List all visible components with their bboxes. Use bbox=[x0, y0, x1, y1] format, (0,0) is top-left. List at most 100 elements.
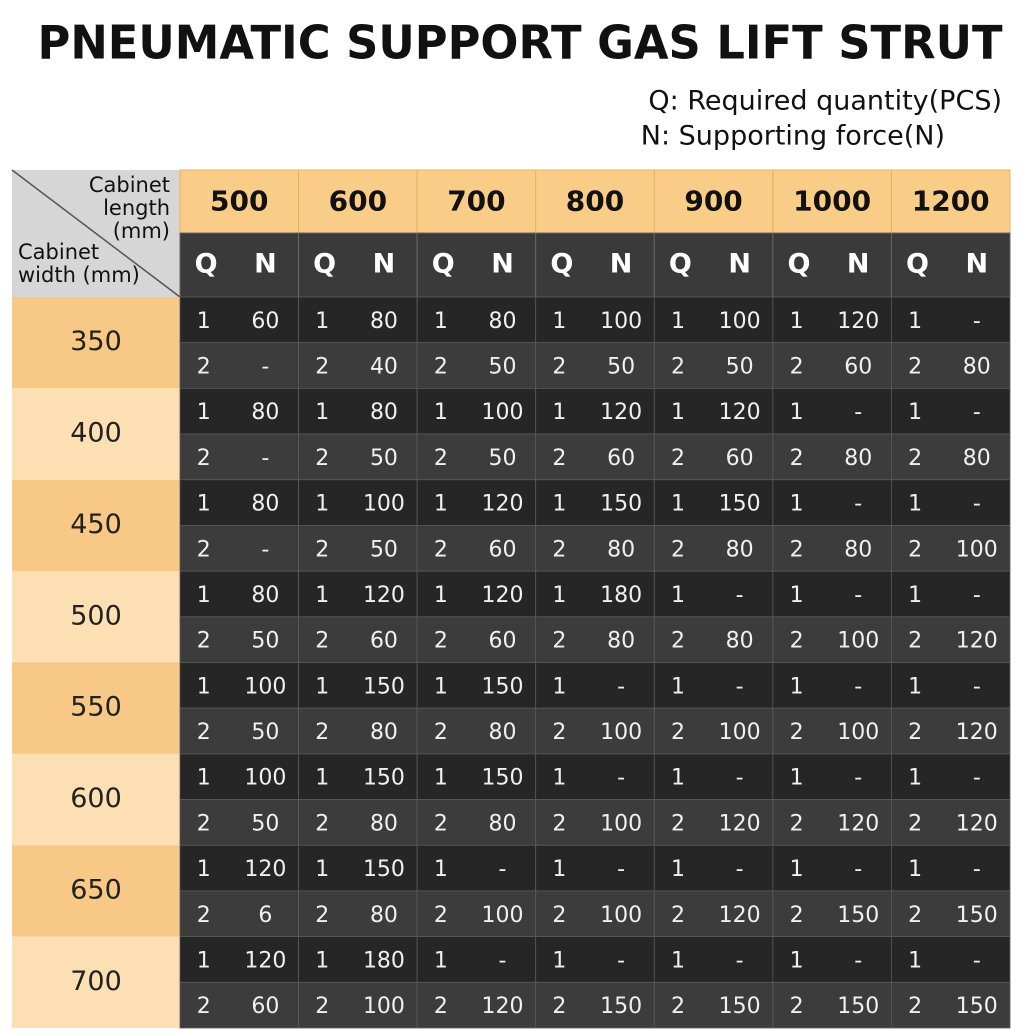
force-value: 120 bbox=[719, 811, 761, 836]
data-cell bbox=[535, 525, 655, 572]
quantity-value: 1 bbox=[315, 857, 329, 882]
corner-length-label: length bbox=[103, 196, 170, 220]
quantity-value: 2 bbox=[908, 720, 922, 745]
force-value: - bbox=[854, 583, 862, 608]
quantity-value: 1 bbox=[790, 674, 804, 699]
data-cell bbox=[653, 799, 774, 846]
data-cell bbox=[179, 479, 299, 526]
data-cell bbox=[653, 570, 774, 618]
quantity-value: 2 bbox=[671, 629, 685, 654]
legend-line: Q: Required quantity(PCS) bbox=[648, 86, 1002, 117]
force-value: 60 bbox=[489, 537, 517, 562]
quantity-value: 2 bbox=[434, 811, 448, 836]
force-value: - bbox=[854, 674, 862, 699]
quantity-value: 1 bbox=[197, 583, 211, 608]
quantity-value: 1 bbox=[908, 948, 922, 973]
quantity-value: 2 bbox=[908, 994, 922, 1019]
quantity-value: 2 bbox=[552, 994, 566, 1019]
data-cell bbox=[772, 890, 892, 938]
force-value: 100 bbox=[719, 720, 761, 745]
force-value: 80 bbox=[726, 537, 754, 562]
quantity-value: 1 bbox=[552, 400, 566, 425]
quantity-value: 1 bbox=[671, 400, 685, 425]
force-value: 60 bbox=[726, 446, 754, 471]
quantity-value: 1 bbox=[671, 674, 685, 699]
force-value: 100 bbox=[600, 720, 642, 745]
quantity-value: 1 bbox=[315, 674, 329, 699]
force-value: 120 bbox=[719, 400, 761, 425]
width-cell bbox=[12, 662, 180, 754]
n-header: N bbox=[254, 249, 277, 280]
quantity-value: 2 bbox=[434, 537, 448, 562]
data-cell bbox=[298, 387, 418, 435]
quantity-value: 1 bbox=[315, 766, 329, 791]
force-value: - bbox=[261, 355, 269, 380]
force-value: 80 bbox=[251, 492, 279, 517]
force-value: 50 bbox=[489, 355, 517, 380]
corner-length-label: Cabinet bbox=[89, 173, 170, 197]
quantity-value: 2 bbox=[315, 537, 329, 562]
quantity-value: 1 bbox=[908, 857, 922, 882]
force-value: 100 bbox=[244, 766, 286, 791]
force-value: 100 bbox=[363, 994, 405, 1019]
quantity-value: 2 bbox=[434, 629, 448, 654]
width-cell bbox=[12, 753, 180, 846]
data-cell bbox=[772, 707, 892, 755]
data-cell bbox=[535, 433, 655, 481]
data-cell bbox=[772, 616, 892, 663]
data-cell bbox=[416, 890, 537, 938]
quantity-value: 2 bbox=[908, 629, 922, 654]
force-value: 150 bbox=[956, 994, 998, 1019]
force-value: - bbox=[499, 857, 507, 882]
quantity-value: 2 bbox=[197, 720, 211, 745]
data-cell bbox=[416, 479, 537, 526]
force-value: - bbox=[854, 857, 862, 882]
quantity-value: 1 bbox=[908, 492, 922, 517]
force-value: - bbox=[617, 857, 625, 882]
data-cell bbox=[772, 479, 892, 526]
force-value: 100 bbox=[837, 629, 879, 654]
force-value: 100 bbox=[600, 309, 642, 334]
quantity-value: 2 bbox=[790, 720, 804, 745]
force-value: - bbox=[499, 948, 507, 973]
data-cell bbox=[653, 753, 774, 800]
force-value: 80 bbox=[963, 355, 991, 380]
quantity-value: 1 bbox=[434, 857, 448, 882]
force-value: 50 bbox=[489, 446, 517, 471]
qn-header-cell bbox=[772, 232, 892, 298]
force-value: - bbox=[261, 446, 269, 471]
force-value: 150 bbox=[837, 994, 879, 1019]
force-value: 150 bbox=[837, 903, 879, 928]
force-value: - bbox=[854, 948, 862, 973]
data-cell bbox=[179, 387, 299, 435]
data-cell bbox=[653, 479, 774, 526]
legend-line: N: Supporting force(N) bbox=[641, 121, 945, 152]
width-cell bbox=[12, 845, 180, 937]
length-header: 800 bbox=[566, 185, 624, 218]
quantity-value: 1 bbox=[315, 400, 329, 425]
force-value: 80 bbox=[251, 400, 279, 425]
data-cell bbox=[772, 662, 892, 709]
force-value: 80 bbox=[607, 537, 635, 562]
quantity-value: 2 bbox=[434, 446, 448, 471]
data-cell bbox=[179, 662, 299, 709]
force-value: 80 bbox=[489, 720, 517, 745]
force-value: 120 bbox=[244, 948, 286, 973]
data-cell bbox=[891, 890, 1011, 938]
force-value: 100 bbox=[244, 674, 286, 699]
data-cell bbox=[179, 936, 299, 983]
data-cell bbox=[416, 525, 537, 572]
data-cell bbox=[772, 936, 892, 983]
width-label: 650 bbox=[70, 874, 122, 905]
quantity-value: 1 bbox=[908, 766, 922, 791]
force-value: 60 bbox=[251, 309, 279, 334]
quantity-value: 2 bbox=[552, 629, 566, 654]
data-cell bbox=[416, 981, 537, 1029]
length-header: 1000 bbox=[793, 185, 871, 218]
quantity-value: 2 bbox=[671, 994, 685, 1019]
quantity-value: 2 bbox=[908, 903, 922, 928]
quantity-value: 2 bbox=[671, 355, 685, 380]
force-value: 50 bbox=[726, 355, 754, 380]
force-value: 50 bbox=[607, 355, 635, 380]
force-value: 120 bbox=[482, 994, 524, 1019]
